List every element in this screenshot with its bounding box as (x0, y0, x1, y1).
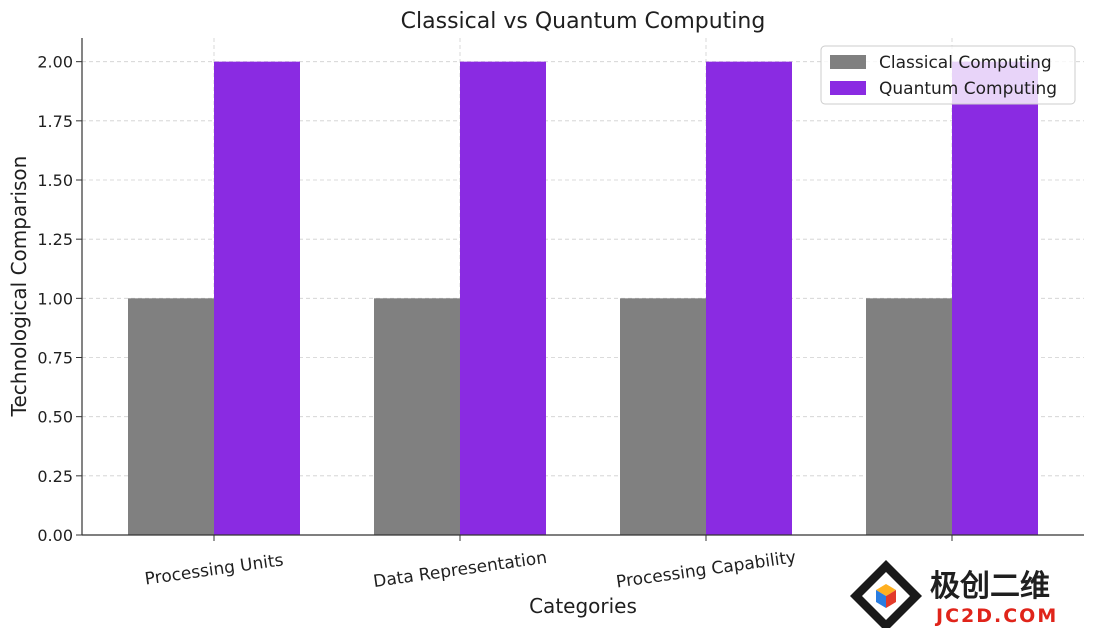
legend: Classical Computing Quantum Computing (820, 45, 1076, 105)
watermark-logo-icon (850, 560, 922, 632)
bar-classical (866, 298, 952, 535)
y-tick-label: 0.50 (37, 408, 73, 427)
chart-title: Classical vs Quantum Computing (401, 9, 766, 34)
x-tick-label: Processing Capability (615, 547, 797, 592)
y-axis-label: Technological Comparison (7, 156, 31, 418)
y-tick-label: 1.75 (37, 112, 73, 131)
legend-label-classical: Classical Computing (879, 53, 1052, 73)
y-tick-label: 0.25 (37, 467, 73, 486)
legend-swatch-quantum (830, 81, 866, 95)
bar-quantum (214, 61, 300, 536)
legend-label-quantum: Quantum Computing (879, 79, 1057, 99)
x-axis-label: Categories (529, 594, 637, 618)
watermark-text-en: JC2D.COM (934, 605, 1058, 627)
y-axis-ticks: 0.00 0.25 0.50 0.75 1.00 1.25 1.50 1.75 2.00 (37, 53, 82, 545)
bar-quantum (706, 61, 792, 536)
x-tick-label: Processing Units (144, 550, 285, 589)
y-tick-label: 1.25 (37, 230, 73, 249)
bar-classical (374, 298, 460, 535)
y-tick-label: 0.00 (37, 526, 73, 545)
watermark-text-cn: 极创二维 (930, 569, 1050, 604)
bar-quantum (460, 61, 546, 536)
y-tick-label: 1.00 (37, 289, 73, 308)
bar-classical (620, 298, 706, 535)
legend-swatch-classical (830, 55, 866, 69)
bar-quantum (952, 61, 1038, 536)
bars (128, 61, 1038, 536)
y-tick-label: 2.00 (37, 53, 73, 72)
legend-box (820, 45, 1076, 105)
x-tick-label: Data Representation (372, 548, 548, 592)
y-tick-label: 0.75 (37, 349, 73, 368)
watermark: 极创二维 JC2D.COM (846, 546, 1094, 632)
y-tick-label: 1.50 (37, 171, 73, 190)
bar-classical (128, 298, 214, 535)
